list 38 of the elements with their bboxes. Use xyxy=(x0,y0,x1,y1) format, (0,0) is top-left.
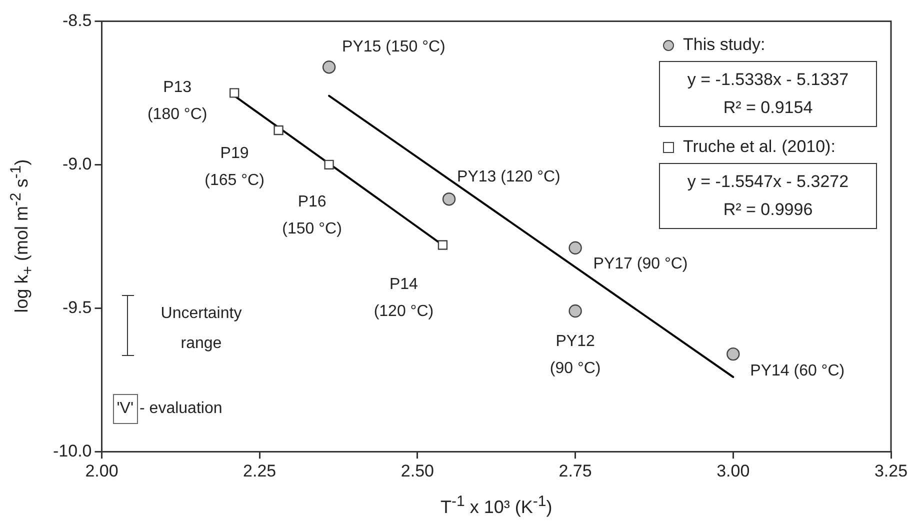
annotation: Uncertainty range xyxy=(160,304,243,354)
x-tick-label: 3.00 xyxy=(716,461,750,480)
annotation: P13 (180 °C) xyxy=(147,78,208,123)
y-tick-label: -10.0 xyxy=(53,441,92,460)
annotation: PY15 (150 °C) xyxy=(342,38,446,56)
x-tick-label: 2.25 xyxy=(243,461,276,480)
annotation: PY17 (90 °C) xyxy=(593,255,688,272)
annotation: y = -1.5338x - 5.1337 xyxy=(686,69,850,92)
annotation: PY13 (120 °C) xyxy=(457,168,560,186)
point xyxy=(322,60,336,74)
y-tick-label: -9.5 xyxy=(62,298,92,317)
point xyxy=(442,192,456,206)
annotation: - evaluation xyxy=(140,400,222,418)
annotation: R² = 0.9154 xyxy=(722,97,814,120)
y-tick-label: -8.5 xyxy=(62,10,92,30)
point xyxy=(230,88,240,98)
point xyxy=(324,160,334,170)
x-axis-title: T$^{-1}$ x 10³ (K$^{-1}$) xyxy=(440,493,554,518)
point xyxy=(568,241,582,254)
y-tick-label: -9.0 xyxy=(62,154,92,174)
annotation: PY12 (90 °C) xyxy=(550,332,601,377)
point xyxy=(274,125,284,136)
annotation: P14 (120 °C) xyxy=(374,276,434,320)
annotation: P16 (150 °C) xyxy=(282,194,342,238)
x-tick-label: 2.75 xyxy=(558,461,592,480)
x-tick-label: 2.50 xyxy=(400,461,434,480)
point xyxy=(438,240,448,250)
text-frame: 'V' xyxy=(112,394,138,424)
legend-label: Truche et al. (2010): xyxy=(683,137,836,158)
annotation: y = -1.5547x - 5.3272 xyxy=(686,171,850,194)
legend-label: This study: xyxy=(683,35,766,56)
annotation: PY14 (60 °C) xyxy=(750,362,845,380)
x-tick-label: 2.00 xyxy=(85,461,118,480)
annotation: P19 (165 °C) xyxy=(204,145,264,190)
point xyxy=(568,304,582,318)
point xyxy=(726,347,740,361)
annotation: R² = 0.9996 xyxy=(722,199,814,222)
x-tick-label: 3.25 xyxy=(874,461,908,480)
